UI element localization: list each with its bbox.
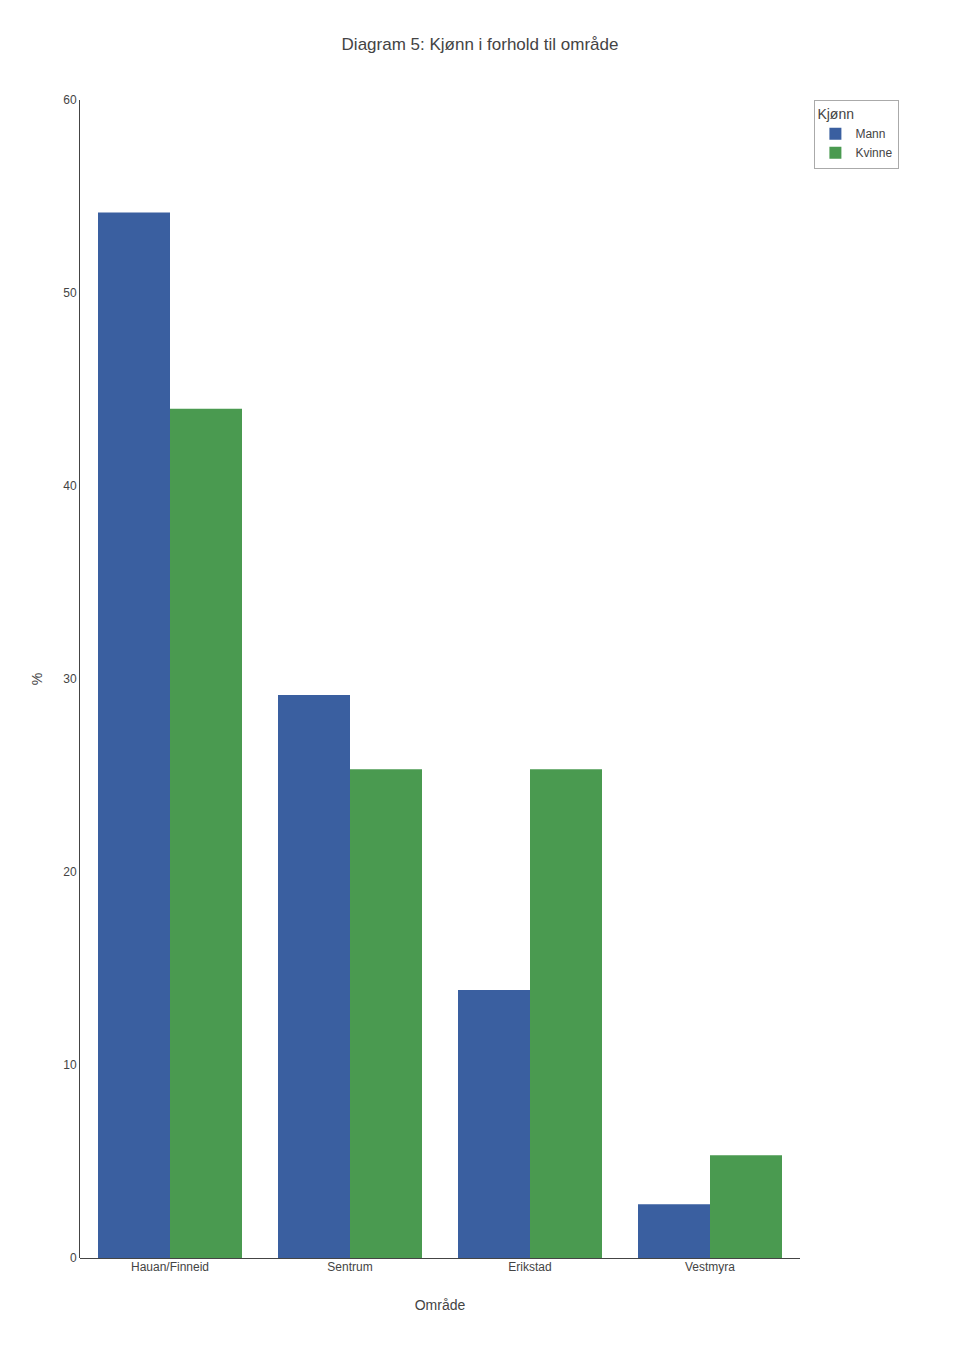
svg-text:Vestmyra: Vestmyra [685, 1260, 735, 1274]
svg-text:20: 20 [63, 865, 77, 879]
svg-text:50: 50 [63, 286, 77, 300]
svg-text:10: 10 [63, 1058, 77, 1072]
svg-text:Område: Område [415, 1297, 466, 1313]
svg-text:Kjønn: Kjønn [817, 106, 854, 122]
svg-text:30: 30 [63, 672, 77, 686]
svg-text:%: % [29, 673, 45, 685]
svg-text:Sentrum: Sentrum [327, 1260, 372, 1274]
svg-text:Hauan/Finneid: Hauan/Finneid [131, 1260, 209, 1274]
svg-text:Mann: Mann [855, 127, 885, 141]
svg-text:Diagram 5: Kjønn i forhold til: Diagram 5: Kjønn i forhold til område [342, 35, 619, 54]
svg-text:60: 60 [63, 93, 77, 107]
svg-text:Kvinne: Kvinne [855, 146, 892, 160]
svg-text:40: 40 [63, 479, 77, 493]
svg-text:0: 0 [70, 1251, 77, 1265]
svg-text:Erikstad: Erikstad [508, 1260, 551, 1274]
